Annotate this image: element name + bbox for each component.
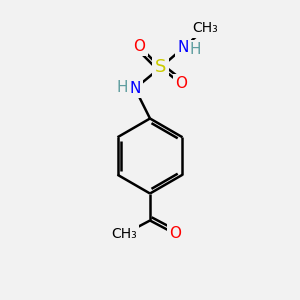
Text: CH₃: CH₃ — [193, 22, 218, 35]
Text: H: H — [117, 80, 128, 95]
Text: N: N — [129, 81, 141, 96]
Text: S: S — [155, 58, 166, 76]
Text: O: O — [169, 226, 181, 242]
Text: CH₃: CH₃ — [112, 227, 137, 241]
Text: O: O — [176, 76, 188, 92]
Text: H: H — [190, 42, 201, 57]
Text: N: N — [177, 40, 189, 56]
Text: O: O — [134, 39, 146, 54]
